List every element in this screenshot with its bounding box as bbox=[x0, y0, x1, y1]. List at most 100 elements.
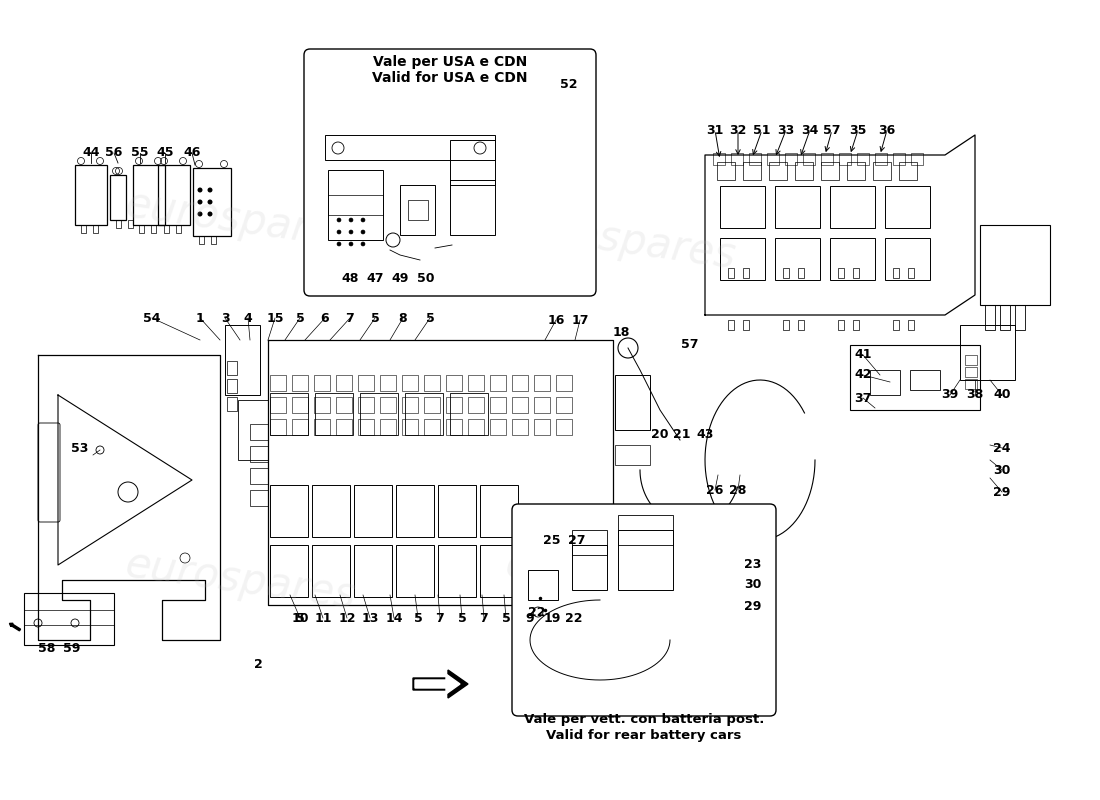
Bar bbox=[402, 397, 418, 413]
Text: Vale per vett. con batteria post.: Vale per vett. con batteria post. bbox=[524, 714, 764, 726]
Text: 53: 53 bbox=[72, 442, 89, 454]
Text: 38: 38 bbox=[967, 389, 983, 402]
Text: 25: 25 bbox=[543, 534, 561, 546]
Text: 31: 31 bbox=[706, 123, 724, 137]
Text: 47: 47 bbox=[366, 271, 384, 285]
Circle shape bbox=[337, 230, 341, 234]
Bar bbox=[379, 419, 396, 435]
Text: 37: 37 bbox=[855, 391, 871, 405]
Text: 7: 7 bbox=[480, 611, 488, 625]
Text: 18: 18 bbox=[613, 326, 629, 338]
Text: 20: 20 bbox=[651, 429, 669, 442]
Text: 24: 24 bbox=[993, 442, 1011, 454]
Bar bbox=[250, 446, 268, 462]
Bar bbox=[847, 162, 865, 180]
Text: 22: 22 bbox=[528, 606, 546, 618]
Polygon shape bbox=[412, 670, 468, 698]
Circle shape bbox=[198, 211, 202, 217]
Bar bbox=[424, 419, 440, 435]
Bar bbox=[354, 485, 392, 537]
Circle shape bbox=[198, 187, 202, 193]
Bar bbox=[139, 225, 144, 233]
Bar bbox=[984, 305, 996, 330]
Bar bbox=[227, 379, 236, 393]
Circle shape bbox=[349, 242, 353, 246]
Bar bbox=[227, 397, 236, 411]
Text: 45: 45 bbox=[156, 146, 174, 159]
Text: 4: 4 bbox=[243, 311, 252, 325]
Text: 50: 50 bbox=[417, 271, 434, 285]
Bar bbox=[250, 424, 268, 440]
Text: 16: 16 bbox=[548, 314, 564, 326]
Bar bbox=[965, 355, 977, 365]
Circle shape bbox=[337, 218, 341, 222]
Bar bbox=[354, 545, 392, 597]
Bar bbox=[534, 419, 550, 435]
Bar bbox=[396, 485, 435, 537]
Bar bbox=[24, 593, 114, 645]
Bar bbox=[358, 375, 374, 391]
Bar bbox=[512, 375, 528, 391]
Bar bbox=[874, 153, 887, 165]
Bar bbox=[446, 397, 462, 413]
Text: 56: 56 bbox=[106, 146, 123, 159]
Bar bbox=[328, 170, 383, 240]
Text: eurospares: eurospares bbox=[122, 183, 358, 257]
Bar bbox=[893, 153, 905, 165]
Text: 12: 12 bbox=[339, 611, 355, 625]
Bar bbox=[893, 268, 899, 278]
Bar bbox=[270, 485, 308, 537]
Bar bbox=[783, 320, 789, 330]
Bar bbox=[446, 419, 462, 435]
Text: eurospares: eurospares bbox=[122, 543, 358, 617]
Bar bbox=[769, 162, 786, 180]
Bar bbox=[408, 200, 428, 220]
Bar bbox=[908, 320, 914, 330]
Bar bbox=[270, 419, 286, 435]
Text: 6: 6 bbox=[321, 311, 329, 325]
Bar bbox=[965, 379, 977, 389]
Bar bbox=[857, 153, 869, 165]
Bar bbox=[490, 419, 506, 435]
Text: 36: 36 bbox=[879, 123, 895, 137]
Bar bbox=[1000, 305, 1010, 330]
Bar bbox=[720, 238, 764, 280]
Bar bbox=[94, 225, 98, 233]
Text: 5: 5 bbox=[296, 311, 305, 325]
Bar bbox=[396, 545, 435, 597]
Bar bbox=[556, 397, 572, 413]
Bar bbox=[402, 419, 418, 435]
Text: 14: 14 bbox=[385, 611, 403, 625]
Bar bbox=[556, 375, 572, 391]
Bar bbox=[830, 186, 874, 228]
Text: 29: 29 bbox=[993, 486, 1011, 498]
Bar bbox=[336, 419, 352, 435]
Bar bbox=[199, 236, 204, 244]
Text: 27: 27 bbox=[569, 534, 585, 546]
Bar bbox=[176, 225, 182, 233]
FancyArrow shape bbox=[10, 623, 21, 631]
Bar bbox=[292, 397, 308, 413]
Bar bbox=[742, 320, 749, 330]
Text: 5: 5 bbox=[296, 611, 305, 625]
Bar bbox=[615, 375, 650, 430]
Bar bbox=[400, 185, 434, 235]
Bar bbox=[438, 485, 476, 537]
Text: 44: 44 bbox=[82, 146, 100, 159]
Text: 32: 32 bbox=[729, 123, 747, 137]
Bar bbox=[211, 236, 216, 244]
Text: 5: 5 bbox=[502, 611, 510, 625]
Bar bbox=[795, 162, 813, 180]
Text: 57: 57 bbox=[823, 123, 840, 137]
Bar bbox=[468, 419, 484, 435]
Bar bbox=[151, 225, 156, 233]
Circle shape bbox=[208, 187, 212, 193]
Bar bbox=[116, 220, 121, 228]
Bar bbox=[803, 153, 815, 165]
Text: 11: 11 bbox=[315, 611, 332, 625]
Bar bbox=[270, 375, 286, 391]
Bar bbox=[292, 375, 308, 391]
Bar bbox=[75, 165, 107, 225]
Circle shape bbox=[349, 218, 353, 222]
Bar bbox=[270, 393, 308, 435]
